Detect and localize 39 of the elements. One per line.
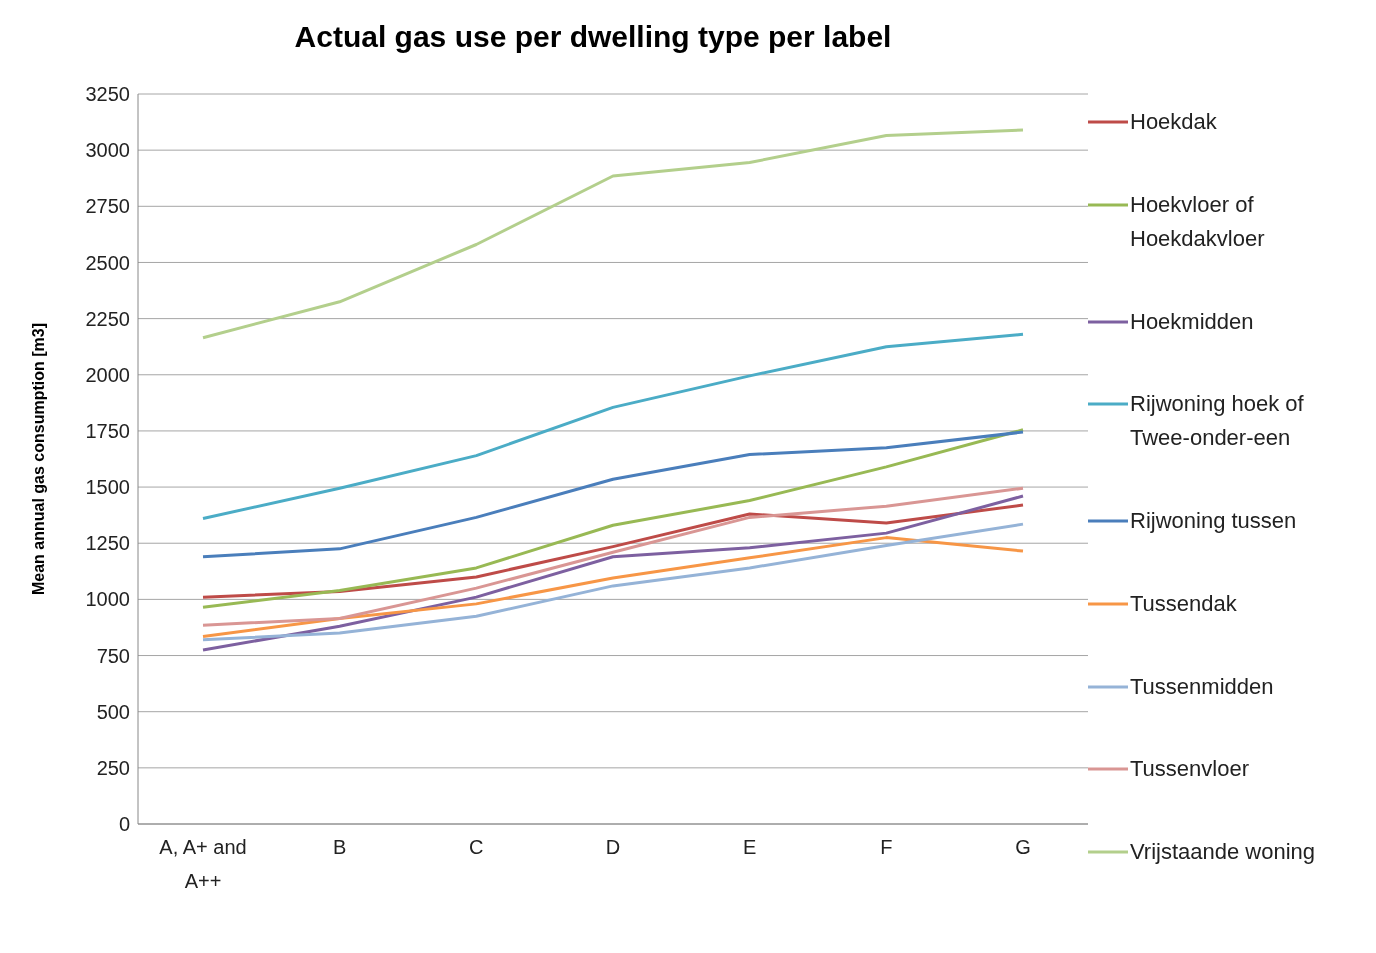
line-series [201,332,1025,521]
y-tick-label: 3250 [85,83,130,106]
x-tick-label: E [742,836,757,858]
x-tick-label: C [469,836,484,858]
line-series [201,430,1025,559]
y-tick-label: 2500 [85,251,130,274]
y-tick-label: 750 [96,644,130,667]
x-tick-label: G [1015,836,1031,858]
y-tick-label: 1250 [85,532,130,555]
y-tick-label: 1500 [85,476,130,499]
y-tick-label: 500 [96,700,130,723]
legend-label: Hoekdak [1130,108,1217,136]
y-axis-title: Mean annual gas consumption [m3] [29,322,47,596]
x-tick-label: B [332,836,347,858]
y-tick-label: 2250 [85,307,130,330]
y-tick-label: 1000 [85,588,130,611]
line-series [201,503,1025,599]
legend-label: Hoekvloer of Hoekdakvloer [1130,190,1266,253]
legend-label: Tussendak [1130,589,1237,618]
y-tick-label: 3000 [85,139,130,162]
line-series [201,128,1025,340]
x-tick-label: A, A+ and A++ [159,836,247,892]
chart-title: Actual gas use per dwelling type per label [293,20,893,54]
legend-label: Hoekmidden [1130,307,1254,336]
y-tick-label: 0 [118,813,130,836]
y-tick-label: 1750 [85,420,130,443]
legend-label: Vrijstaande woning [1130,838,1316,866]
legend-label: Rijwoning tussen [1130,507,1297,535]
legend-label: Tussenmidden [1130,672,1274,701]
legend-label: Tussenvloer [1130,755,1250,784]
y-tick-label: 250 [96,756,130,779]
x-tick-label: D [605,836,621,858]
legend-label: Rijwoning hoek of Twee-onder-een [1130,390,1305,453]
y-tick-label: 2750 [85,195,130,218]
line-series [201,494,1025,652]
line-series [201,428,1025,609]
x-tick-label: F [880,836,893,858]
line-series [201,486,1025,627]
y-tick-label: 2000 [85,363,130,386]
